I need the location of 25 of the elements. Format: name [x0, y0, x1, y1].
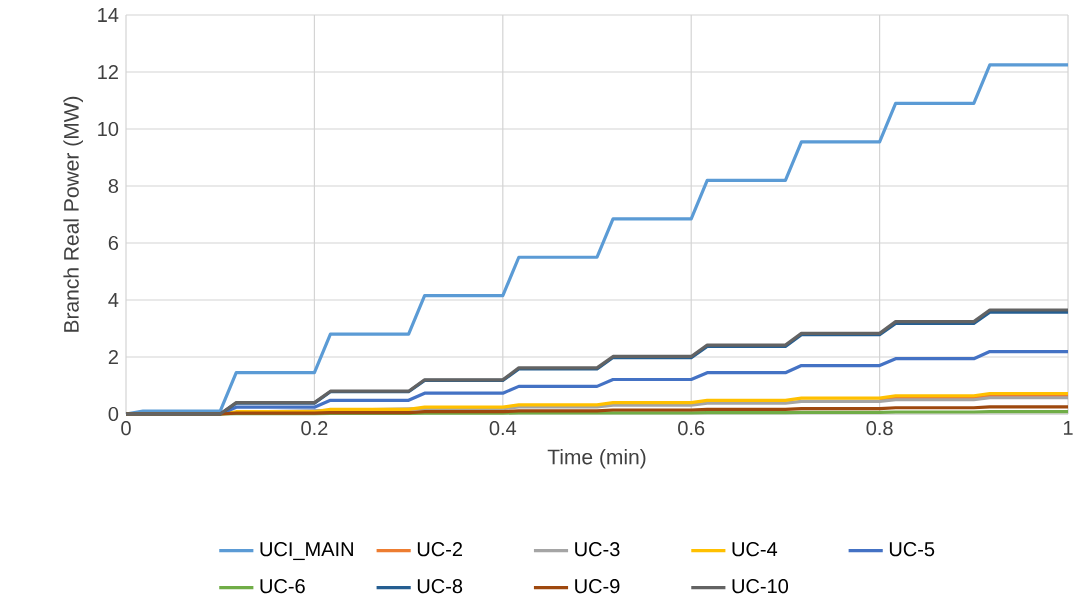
y-axis-title: Branch Real Power (MW) [63, 96, 83, 332]
y-tick-label: 6 [108, 235, 119, 251]
x-tick-label: 0.6 [678, 421, 705, 436]
legend-label: UC-6 [260, 579, 305, 594]
y-tick-label: 14 [98, 8, 119, 22]
legend-label: UC-9 [575, 579, 620, 594]
x-tick-label: 0 [121, 421, 131, 436]
y-tick-label: 2 [108, 350, 118, 364]
y-tick-label: 10 [98, 121, 119, 137]
legend-label: UC-4 [732, 542, 778, 557]
legend-label: UC-8 [417, 579, 463, 594]
y-tick-label: 0 [108, 406, 119, 422]
legend-label: UCI_MAIN [260, 542, 353, 561]
legend-label: UC-2 [417, 542, 462, 557]
x-tick-label: 1 [1063, 421, 1073, 435]
legend-label: UC-5 [889, 542, 935, 557]
x-tick-label: 0.4 [489, 421, 517, 436]
legend-label: UC-10 [732, 579, 789, 594]
y-tick-label: 12 [98, 65, 118, 79]
legend-label: UC-3 [575, 542, 620, 557]
x-axis-title: Time (min) [547, 448, 646, 469]
x-tick-label: 0.8 [866, 421, 893, 436]
x-tick-label: 0.2 [301, 421, 328, 436]
y-tick-label: 8 [108, 178, 119, 194]
y-tick-label: 4 [108, 293, 119, 307]
